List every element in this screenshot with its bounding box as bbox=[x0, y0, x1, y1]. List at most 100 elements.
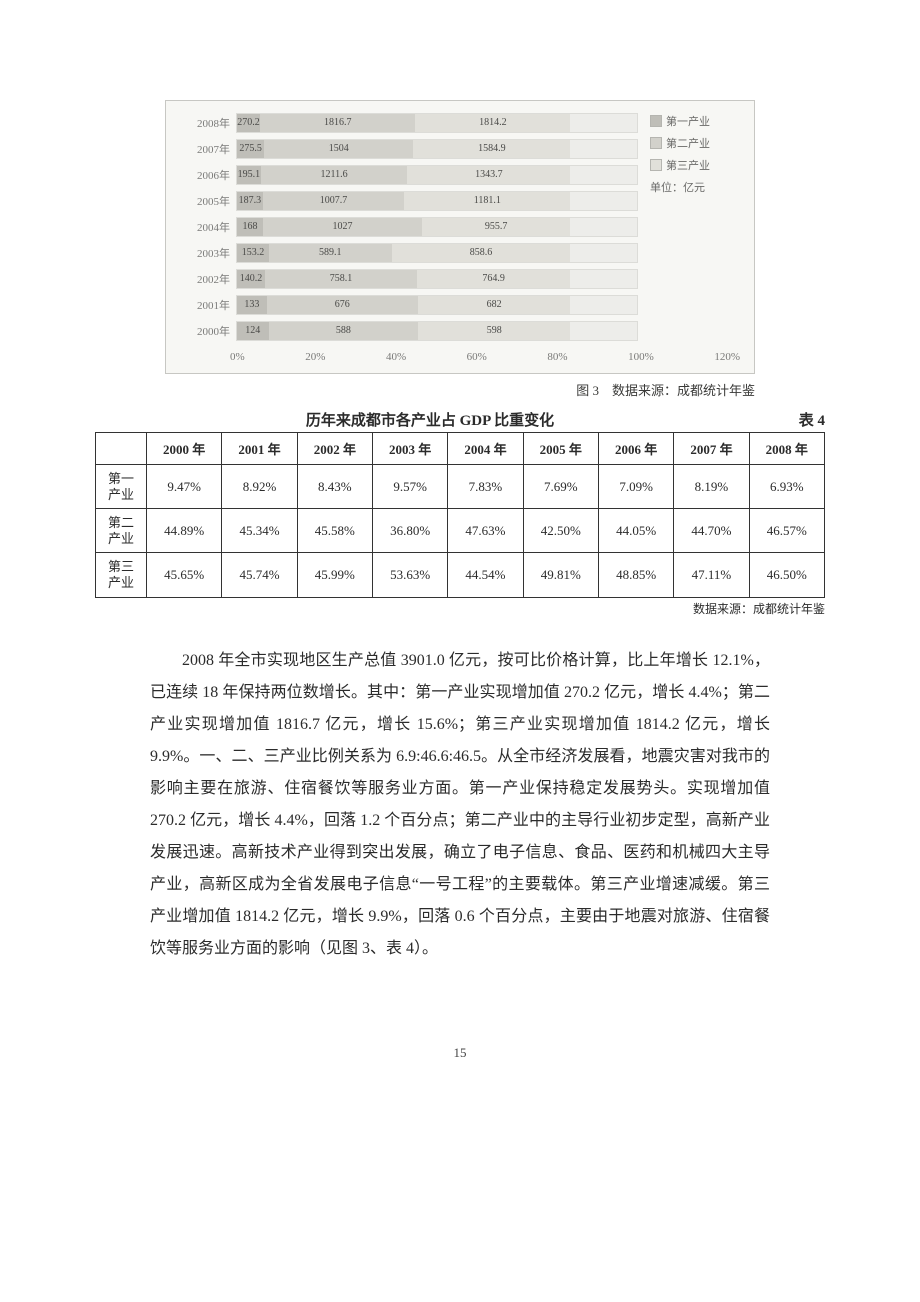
table-column-header: 2000 年 bbox=[147, 433, 222, 465]
figure-3-chart: 2008年270.21816.71814.2 2007年275.515041584… bbox=[165, 100, 755, 374]
table-source: 数据来源：成都统计年鉴 bbox=[95, 600, 825, 617]
legend-swatch bbox=[650, 159, 662, 171]
chart-bar-segment: 195.1 bbox=[237, 166, 261, 184]
table-row: 第二产业44.89%45.34%45.58%36.80%47.63%42.50%… bbox=[96, 509, 825, 553]
chart-bar-segment: 1504 bbox=[264, 140, 413, 158]
chart-bar-segment: 270.2 bbox=[237, 114, 260, 132]
chart-bar-row: 2003年153.2589.1858.6 bbox=[180, 243, 638, 263]
chart-bar-segment: 124 bbox=[237, 322, 269, 340]
chart-bar-segment: 1181.1 bbox=[404, 192, 570, 210]
table-cell: 9.47% bbox=[147, 465, 222, 509]
table-cell: 36.80% bbox=[372, 509, 447, 553]
chart-bar-segment: 1816.7 bbox=[260, 114, 415, 132]
chart-x-axis: 0%20%40%60%80%100%120% bbox=[180, 351, 740, 363]
chart-bar-segment: 168 bbox=[237, 218, 263, 236]
table-cell: 46.57% bbox=[749, 509, 824, 553]
x-axis-tick: 0% bbox=[230, 351, 245, 363]
table-cell: 7.69% bbox=[523, 465, 598, 509]
chart-bar-segment: 1343.7 bbox=[407, 166, 570, 184]
table-cell: 48.85% bbox=[598, 553, 673, 597]
x-axis-tick: 120% bbox=[714, 351, 740, 363]
chart-bar-row: 2008年270.21816.71814.2 bbox=[180, 113, 638, 133]
table-row-header: 第二产业 bbox=[96, 509, 147, 553]
chart-y-label: 2005年 bbox=[180, 193, 236, 209]
table-cell: 7.09% bbox=[598, 465, 673, 509]
table-row-header: 第三产业 bbox=[96, 553, 147, 597]
chart-bar-segment: 1814.2 bbox=[415, 114, 570, 132]
page: 2008年270.21816.71814.2 2007年275.515041584… bbox=[0, 0, 920, 1101]
table-cell: 7.83% bbox=[448, 465, 523, 509]
legend-swatch bbox=[650, 115, 662, 127]
table-cell: 44.54% bbox=[448, 553, 523, 597]
table-column-header: 2008 年 bbox=[749, 433, 824, 465]
table-cell: 45.99% bbox=[297, 553, 372, 597]
table-column-header: 2007 年 bbox=[674, 433, 749, 465]
chart-bar-track: 133676682 bbox=[236, 295, 638, 315]
chart-bar-segment: 153.2 bbox=[237, 244, 269, 262]
table-title: 历年来成都市各产业占 GDP 比重变化 bbox=[95, 409, 765, 430]
chart-bar-segment: 589.1 bbox=[269, 244, 392, 262]
legend-label: 第一产业 bbox=[666, 113, 710, 129]
table-cell: 45.65% bbox=[147, 553, 222, 597]
chart-bar-track: 124588598 bbox=[236, 321, 638, 341]
table-cell: 45.74% bbox=[222, 553, 297, 597]
figure-number: 图 3 bbox=[576, 383, 599, 398]
chart-bar-segment: 1584.9 bbox=[413, 140, 570, 158]
legend-item: 第一产业 bbox=[650, 113, 740, 129]
table-corner-cell bbox=[96, 433, 147, 465]
chart-bar-row: 2004年1681027955.7 bbox=[180, 217, 638, 237]
chart-bar-segment: 764.9 bbox=[417, 270, 570, 288]
table-cell: 49.81% bbox=[523, 553, 598, 597]
chart-bar-segment: 758.1 bbox=[265, 270, 417, 288]
table-cell: 9.57% bbox=[372, 465, 447, 509]
body-paragraph: 2008 年全市实现地区生产总值 3901.0 亿元，按可比价格计算，比上年增长… bbox=[150, 645, 770, 965]
table-cell: 8.92% bbox=[222, 465, 297, 509]
chart-bar-segment: 858.6 bbox=[392, 244, 571, 262]
chart-bar-row: 2007年275.515041584.9 bbox=[180, 139, 638, 159]
x-axis-tick: 100% bbox=[628, 351, 654, 363]
chart-y-label: 2006年 bbox=[180, 167, 236, 183]
page-number: 15 bbox=[0, 1045, 920, 1061]
x-axis-tick: 60% bbox=[467, 351, 487, 363]
legend-label: 第二产业 bbox=[666, 135, 710, 151]
chart-bar-segment: 1211.6 bbox=[261, 166, 408, 184]
chart-y-label: 2003年 bbox=[180, 245, 236, 261]
chart-plot-area: 2008年270.21816.71814.2 2007年275.515041584… bbox=[180, 113, 638, 347]
table-cell: 44.89% bbox=[147, 509, 222, 553]
table-column-header: 2001 年 bbox=[222, 433, 297, 465]
legend-swatch bbox=[650, 137, 662, 149]
table-cell: 42.50% bbox=[523, 509, 598, 553]
chart-y-label: 2000年 bbox=[180, 323, 236, 339]
table-cell: 47.63% bbox=[448, 509, 523, 553]
chart-bar-track: 275.515041584.9 bbox=[236, 139, 638, 159]
chart-bar-segment: 1027 bbox=[263, 218, 422, 236]
table-row-header: 第一产业 bbox=[96, 465, 147, 509]
chart-bar-segment: 275.5 bbox=[237, 140, 264, 158]
chart-body: 2008年270.21816.71814.2 2007年275.515041584… bbox=[180, 113, 740, 347]
legend-item: 第二产业 bbox=[650, 135, 740, 151]
table-row: 第三产业45.65%45.74%45.99%53.63%44.54%49.81%… bbox=[96, 553, 825, 597]
legend-label: 第三产业 bbox=[666, 157, 710, 173]
table-cell: 45.34% bbox=[222, 509, 297, 553]
chart-bar-segment: 1007.7 bbox=[263, 192, 405, 210]
table-cell: 44.05% bbox=[598, 509, 673, 553]
table-column-header: 2002 年 bbox=[297, 433, 372, 465]
table-cell: 45.58% bbox=[297, 509, 372, 553]
x-axis-tick: 40% bbox=[386, 351, 406, 363]
table-cell: 8.43% bbox=[297, 465, 372, 509]
chart-bar-track: 195.11211.61343.7 bbox=[236, 165, 638, 185]
table-column-header: 2006 年 bbox=[598, 433, 673, 465]
chart-y-label: 2007年 bbox=[180, 141, 236, 157]
table-cell: 46.50% bbox=[749, 553, 824, 597]
chart-bar-segment: 598 bbox=[418, 322, 570, 340]
data-table: 2000 年2001 年2002 年2003 年2004 年2005 年2006… bbox=[95, 432, 825, 598]
table-column-header: 2004 年 bbox=[448, 433, 523, 465]
legend-item: 第三产业 bbox=[650, 157, 740, 173]
chart-y-label: 2004年 bbox=[180, 219, 236, 235]
table-number: 表 4 bbox=[765, 409, 825, 430]
chart-legend: 第一产业第二产业第三产业 单位：亿元 bbox=[638, 113, 740, 347]
figure-source: 数据来源：成都统计年鉴 bbox=[612, 383, 755, 398]
chart-bar-track: 140.2758.1764.9 bbox=[236, 269, 638, 289]
chart-y-label: 2001年 bbox=[180, 297, 236, 313]
legend-unit: 单位：亿元 bbox=[650, 179, 740, 195]
